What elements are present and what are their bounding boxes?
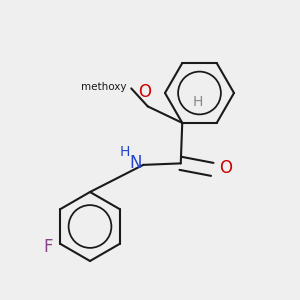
Text: F: F [43, 238, 52, 256]
Text: H: H [119, 145, 130, 159]
Text: N: N [129, 154, 142, 172]
Text: methoxy: methoxy [81, 82, 127, 92]
Text: O: O [219, 159, 232, 177]
Text: H: H [193, 95, 203, 109]
Text: O: O [138, 83, 151, 101]
